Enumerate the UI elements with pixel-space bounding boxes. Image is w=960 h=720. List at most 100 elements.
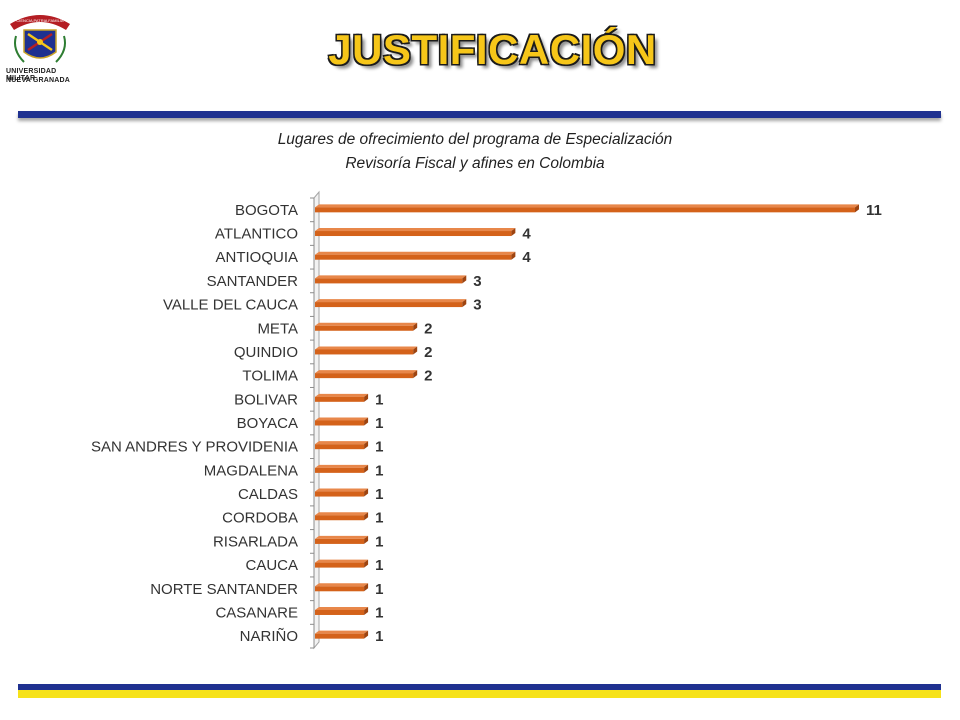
top-divider xyxy=(18,111,941,118)
category-label: SAN ANDRES Y PROVIDENIA xyxy=(91,439,298,456)
bar-end-cap xyxy=(364,512,369,521)
bar xyxy=(315,231,512,237)
data-label: 1 xyxy=(375,439,383,456)
category-label: QUINDIO xyxy=(234,344,298,361)
bar-end-cap xyxy=(462,299,467,308)
data-label: 4 xyxy=(522,249,531,266)
bar-top-face xyxy=(315,559,369,563)
category-label: ATLANTICO xyxy=(215,226,298,243)
university-logo: CIENCIA PATRIA FAMILIA xyxy=(10,15,70,63)
data-label: 1 xyxy=(375,628,383,645)
data-label: 1 xyxy=(375,510,383,527)
logo-banner-text: CIENCIA PATRIA FAMILIA xyxy=(16,18,64,23)
bar-end-cap xyxy=(511,228,516,237)
data-label: 1 xyxy=(375,462,383,479)
bar-end-cap xyxy=(364,417,369,426)
bar xyxy=(315,633,365,639)
data-label: 2 xyxy=(424,320,432,337)
bar xyxy=(315,325,414,331)
category-label: TOLIMA xyxy=(242,368,298,385)
data-label: 4 xyxy=(522,226,531,243)
bar-top-face xyxy=(315,393,369,397)
data-label: 11 xyxy=(866,202,882,219)
logo-text-line2: NUEVA GRANADA xyxy=(6,77,71,84)
bar-top-face xyxy=(315,370,418,374)
category-label: BOYACA xyxy=(237,415,298,432)
bar-top-face xyxy=(315,512,369,516)
bar xyxy=(315,444,365,450)
bar-end-cap xyxy=(855,204,859,213)
bar-end-cap xyxy=(364,441,369,450)
bar-end-cap xyxy=(364,488,369,497)
bar-end-cap xyxy=(364,606,369,615)
bar-top-face xyxy=(315,228,516,232)
data-label: 3 xyxy=(473,273,481,290)
bar xyxy=(315,586,365,592)
data-label: 1 xyxy=(375,415,383,432)
bar-top-face xyxy=(315,322,418,326)
bar-end-cap xyxy=(413,370,418,379)
bar-end-cap xyxy=(364,630,369,639)
bar xyxy=(315,349,414,355)
bar xyxy=(315,538,365,544)
category-label: CALDAS xyxy=(238,486,298,503)
bar-end-cap xyxy=(364,535,369,544)
category-label: MAGDALENA xyxy=(204,462,298,479)
category-label: CORDOBA xyxy=(222,510,298,527)
bar xyxy=(315,467,365,473)
bar-top-face xyxy=(315,535,369,539)
bar-top-face xyxy=(315,275,467,279)
bar xyxy=(315,396,365,402)
bar xyxy=(315,302,463,308)
category-label: RISARLADA xyxy=(213,533,298,550)
category-label: SANTANDER xyxy=(207,273,299,290)
category-label: NARIÑO xyxy=(240,628,298,645)
bar-top-face xyxy=(315,630,369,634)
data-label: 1 xyxy=(375,486,383,503)
data-label: 1 xyxy=(375,533,383,550)
data-label: 1 xyxy=(375,604,383,621)
bar-end-cap xyxy=(462,275,467,284)
bar-end-cap xyxy=(364,393,369,402)
bottom-divider-blue xyxy=(18,684,941,690)
bar xyxy=(315,373,414,379)
bar-end-cap xyxy=(413,346,418,355)
data-label: 2 xyxy=(424,344,432,361)
bar xyxy=(315,609,365,615)
bar-top-face xyxy=(315,464,369,468)
bar xyxy=(315,515,365,521)
bar-top-face xyxy=(315,606,369,610)
category-label: NORTE SANTANDER xyxy=(150,581,298,598)
category-label: BOLIVAR xyxy=(234,391,298,408)
data-label: 2 xyxy=(424,368,432,385)
category-label: VALLE DEL CAUCA xyxy=(163,297,298,314)
chart-title: Lugares de ofrecimiento del programa de … xyxy=(277,131,673,148)
bar-end-cap xyxy=(413,322,418,331)
data-label: 1 xyxy=(375,557,383,574)
category-label: CASANARE xyxy=(215,604,298,621)
bar-top-face xyxy=(315,441,369,445)
category-label: BOGOTA xyxy=(235,202,298,219)
bar-top-face xyxy=(315,346,418,350)
category-label: CAUCA xyxy=(245,557,298,574)
bar xyxy=(315,254,512,260)
data-label: 3 xyxy=(473,297,481,314)
data-label: 1 xyxy=(375,581,383,598)
bar xyxy=(315,420,365,426)
bar xyxy=(315,278,463,284)
data-label: 1 xyxy=(375,391,383,408)
logo-text-line1: UNIVERSIDAD MILITAR xyxy=(6,68,57,82)
bar xyxy=(315,562,365,568)
bar-top-face xyxy=(315,204,859,208)
category-label: META xyxy=(257,320,298,337)
bar-end-cap xyxy=(511,251,516,260)
bar-top-face xyxy=(315,251,516,255)
bar-end-cap xyxy=(364,559,369,568)
bar-end-cap xyxy=(364,464,369,473)
bar xyxy=(315,491,365,497)
category-label: ANTIOQUIA xyxy=(215,249,298,266)
bar-top-face xyxy=(315,488,369,492)
bar-top-face xyxy=(315,417,369,421)
page-title: JUSTIFICACIÓN xyxy=(328,26,657,73)
